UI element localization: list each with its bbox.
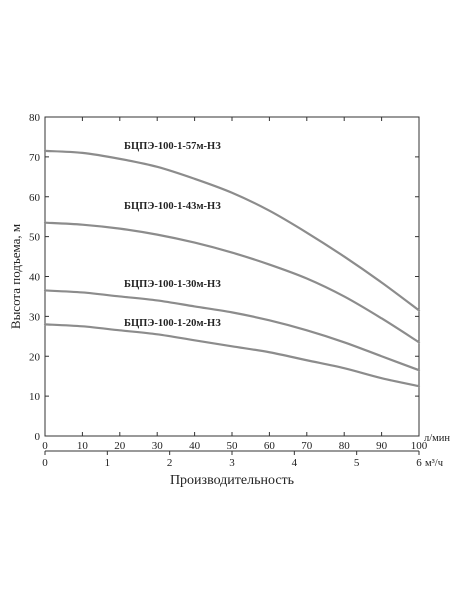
y-tick-label: 0 xyxy=(35,431,41,443)
series-line-1 xyxy=(43,149,421,312)
y-axis-title: Высота подъема, м xyxy=(8,224,23,329)
x2-unit-label: м³/ч xyxy=(425,458,444,469)
x-unit-label: л/мин xyxy=(424,433,450,444)
x-tick-label: 80 xyxy=(339,440,351,452)
axes-layer xyxy=(44,116,420,455)
x2-tick-label: 2 xyxy=(167,457,173,469)
series-label-1: БЦПЭ-100-1-57м-НЗ xyxy=(124,141,221,152)
x-tick-label: 0 xyxy=(42,440,48,452)
x2-tick-label: 6 xyxy=(416,457,422,469)
x-tick-label: 60 xyxy=(264,440,276,452)
y-tick-label: 20 xyxy=(29,351,41,363)
x2-tick-label: 5 xyxy=(354,457,360,469)
series-line-4 xyxy=(43,323,421,388)
y-tick-label: 80 xyxy=(29,112,41,124)
plot-frame xyxy=(44,116,420,437)
x-tick-label: 10 xyxy=(77,440,89,452)
y-tick-label: 10 xyxy=(29,391,41,403)
x2-tick-label: 4 xyxy=(292,457,298,469)
labels-layer: 0 10 20 30 40 50 60 70 80 0 10 20 30 40 50 60 70 80 90 100 0… xyxy=(8,112,450,488)
y-tick-label: 50 xyxy=(29,232,41,244)
series-label-4: БЦПЭ-100-1-20м-НЗ xyxy=(124,318,221,329)
x-tick-label: 100 xyxy=(411,440,428,452)
x-tick-label: 20 xyxy=(114,440,126,452)
x2-tick-label: 3 xyxy=(229,457,235,469)
x2-tick-label: 0 xyxy=(42,457,48,469)
series-label-2: БЦПЭ-100-1-43м-НЗ xyxy=(124,201,221,212)
y-tick-label: 40 xyxy=(29,272,41,284)
x2-tick-label: 1 xyxy=(105,457,111,469)
x-tick-label: 30 xyxy=(152,440,164,452)
y-tick-label: 60 xyxy=(29,192,41,204)
series-layer xyxy=(43,149,421,388)
x-tick-label: 70 xyxy=(301,440,313,452)
x-axis-title: Производительность xyxy=(170,473,294,488)
x-tick-label: 50 xyxy=(227,440,239,452)
x-tick-label: 90 xyxy=(376,440,388,452)
y-tick-label: 70 xyxy=(29,152,41,164)
x-tick-label: 40 xyxy=(189,440,201,452)
series-line-3 xyxy=(43,289,421,372)
series-label-3: БЦПЭ-100-1-30м-НЗ xyxy=(124,279,221,290)
series-line-2 xyxy=(43,221,421,344)
y-tick-label: 30 xyxy=(29,311,41,323)
